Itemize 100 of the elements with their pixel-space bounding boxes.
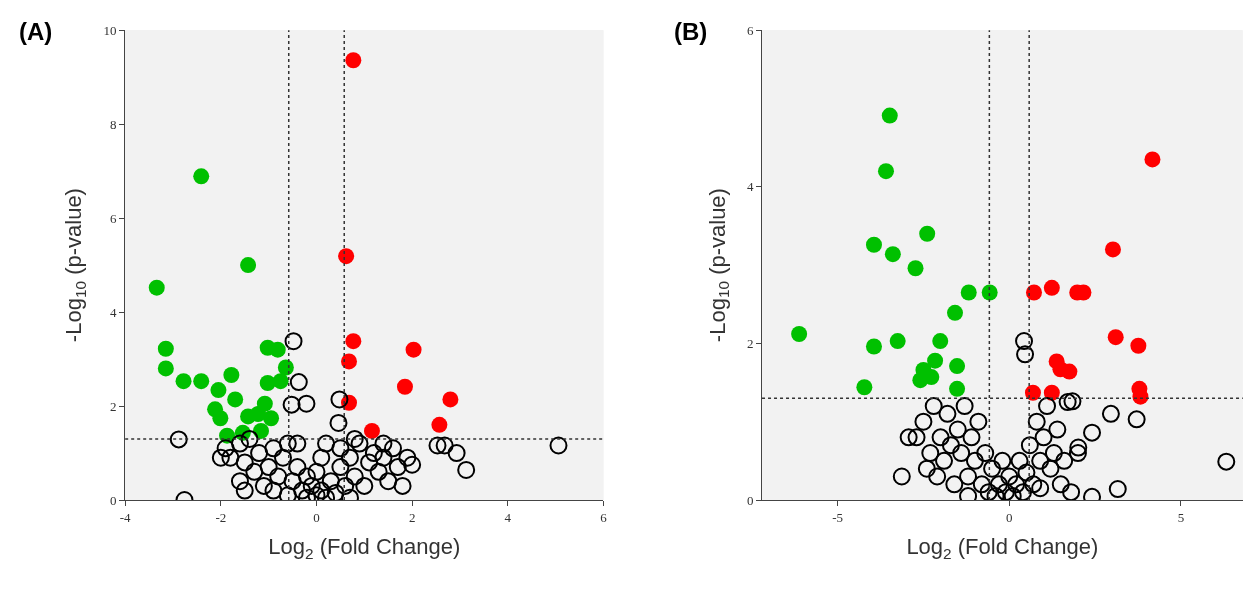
point	[341, 353, 357, 370]
point	[1041, 459, 1060, 478]
point	[363, 422, 380, 439]
point	[1052, 361, 1069, 378]
x-tick-label: 0	[1006, 509, 1013, 525]
point	[1051, 475, 1070, 494]
point	[892, 467, 911, 486]
point	[1027, 412, 1046, 431]
point	[924, 397, 943, 416]
point	[1010, 451, 1029, 470]
point	[157, 340, 174, 357]
point	[1000, 467, 1019, 486]
x-tick-label: 2	[408, 509, 416, 525]
point	[1016, 345, 1035, 364]
y-tick-label: 2	[110, 398, 117, 414]
x-tick-label: 0	[313, 509, 320, 525]
point	[396, 378, 413, 395]
point	[1048, 420, 1067, 439]
point	[917, 459, 936, 478]
point	[955, 397, 974, 416]
point	[989, 475, 1008, 494]
point	[1044, 444, 1063, 463]
point	[210, 382, 227, 399]
y-tick-label: 6	[746, 22, 754, 38]
point	[253, 422, 269, 439]
point	[976, 444, 995, 463]
point	[1063, 392, 1082, 411]
point	[212, 410, 229, 427]
point	[1069, 438, 1088, 457]
point	[1007, 475, 1026, 494]
y-tick-label: 4	[746, 179, 754, 195]
point	[345, 333, 362, 350]
point	[938, 404, 957, 423]
x-tick-label: -2	[215, 509, 227, 525]
point	[1015, 332, 1034, 351]
point	[1083, 423, 1102, 442]
y-tick-label: 4	[110, 304, 118, 320]
point	[1068, 444, 1087, 463]
point	[259, 375, 276, 392]
point	[272, 373, 289, 390]
point	[979, 483, 998, 500]
point	[1024, 475, 1043, 494]
point	[193, 373, 210, 390]
point	[947, 304, 964, 321]
y-tick-label: 0	[110, 492, 117, 508]
point	[1104, 241, 1121, 258]
point	[945, 475, 964, 494]
point	[240, 257, 257, 274]
point	[345, 52, 362, 69]
point	[1101, 404, 1120, 423]
point	[865, 338, 882, 355]
point	[919, 225, 936, 242]
x-tick-label: 5	[1177, 509, 1185, 525]
x-tick-label: -5	[832, 509, 843, 525]
point	[960, 284, 977, 301]
point	[175, 373, 192, 390]
point	[263, 410, 280, 427]
point	[952, 444, 971, 463]
point	[1144, 151, 1161, 168]
x-axis-title: Log$_{2}$ (Fold Change)	[906, 534, 1099, 563]
point	[223, 367, 240, 384]
y-tick-label: 6	[110, 210, 118, 226]
point	[949, 380, 966, 397]
point	[981, 284, 998, 301]
point	[962, 428, 981, 447]
y-tick-label: 10	[103, 22, 117, 38]
point	[972, 475, 991, 494]
point	[1058, 393, 1077, 412]
y-tick-label: 8	[110, 116, 117, 132]
point	[1026, 284, 1042, 301]
x-tick-label: 6	[600, 509, 608, 525]
point	[889, 333, 906, 350]
point	[442, 391, 459, 408]
point	[431, 416, 448, 433]
point	[935, 451, 954, 470]
point	[1062, 483, 1081, 500]
point	[931, 428, 950, 447]
point	[907, 260, 924, 277]
point	[928, 467, 947, 486]
point	[969, 412, 988, 431]
point	[1043, 279, 1060, 296]
point	[250, 406, 267, 423]
point	[1020, 436, 1039, 455]
point	[948, 420, 967, 439]
point	[1038, 397, 1057, 416]
point	[157, 360, 174, 377]
point	[949, 358, 966, 375]
point	[856, 379, 873, 396]
point	[1034, 428, 1053, 447]
point	[899, 428, 918, 447]
point	[932, 333, 949, 350]
point	[791, 326, 808, 342]
point	[1108, 480, 1127, 499]
point	[193, 168, 210, 185]
point	[993, 451, 1012, 470]
point	[941, 436, 960, 455]
point	[884, 246, 901, 263]
point	[881, 107, 898, 124]
point	[1217, 452, 1236, 471]
point	[277, 359, 294, 376]
